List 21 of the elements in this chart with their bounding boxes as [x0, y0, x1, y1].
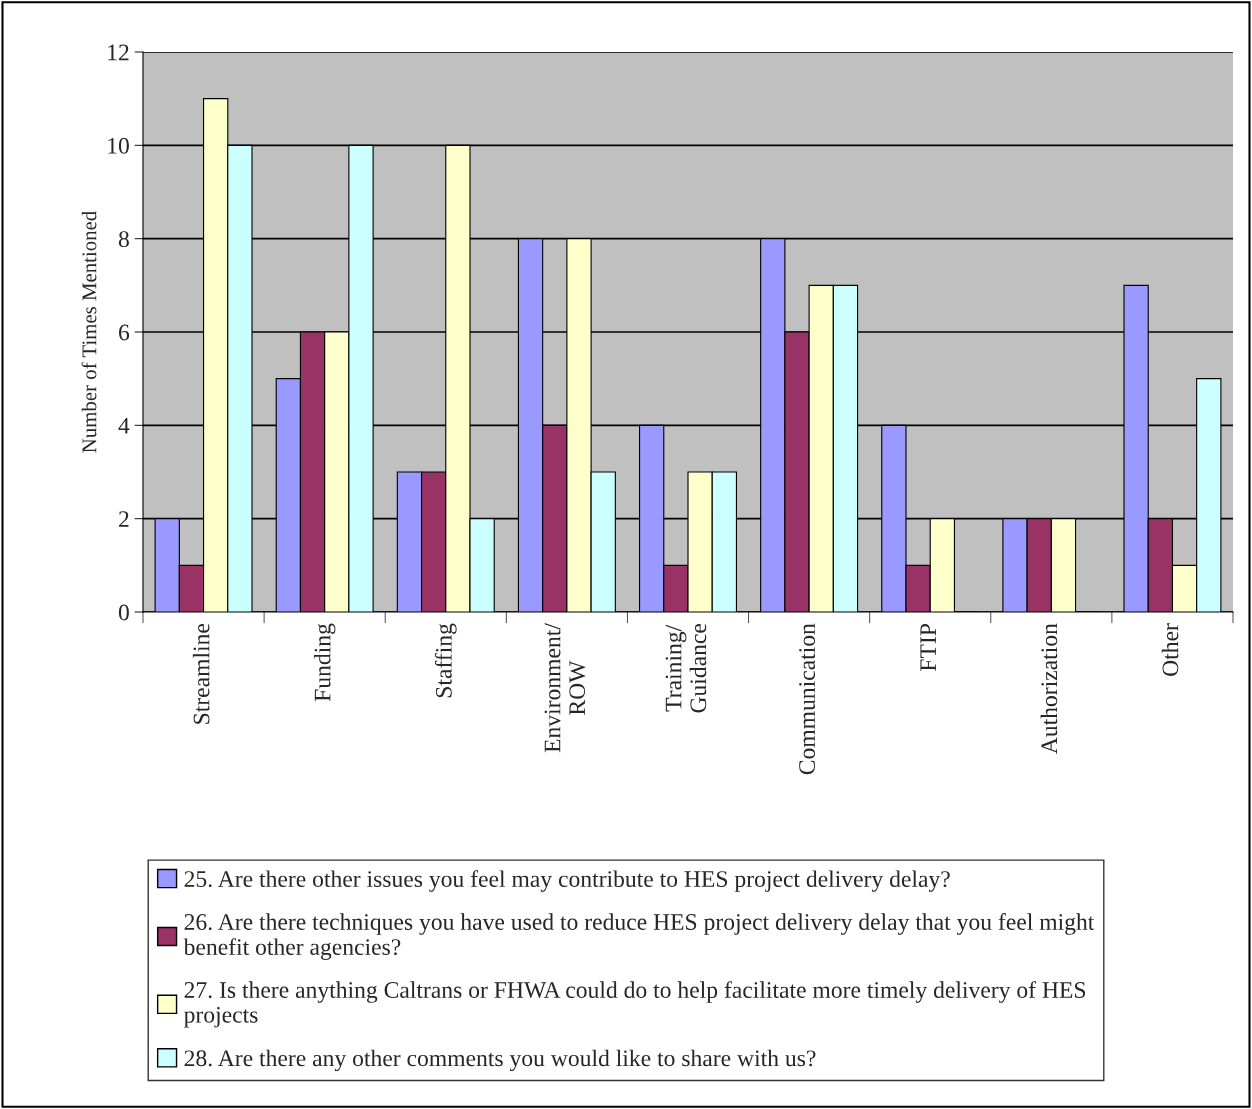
y-tick-label: 4: [118, 417, 130, 434]
x-tick-label: Environment/ ROW: [544, 623, 586, 753]
x-tick-label: Funding: [313, 623, 336, 702]
legend-label: 27. Is there anything Caltrans or FHWA could do to help facilitate more timely delivery of HES projects: [184, 981, 1086, 1028]
legend-label: 25. Are there other issues you feel may contribute to HES project delivery delay?: [184, 870, 950, 892]
legend-label: 26. Are there techniques you have used to reduce HES project delivery delay that you feel might benefit other agencies?: [183, 913, 1095, 960]
y-tick-label: 2: [119, 511, 129, 527]
x-tick-label: Staffing: [434, 623, 457, 698]
x-tick-label: Other: [1161, 623, 1179, 676]
y-tick-label: 0: [118, 604, 129, 621]
y-tick-label: 12: [108, 44, 129, 61]
x-tick-label: Communication: [799, 623, 816, 775]
y-tick-label: 8: [118, 231, 129, 248]
x-tick-label: FTIP: [920, 624, 936, 671]
legend-label: 28. Are there any other comments you would like to share with us?: [184, 1049, 816, 1072]
y-axis-title: Number of Times Mentioned: [81, 211, 97, 453]
x-tick-label: Streamline: [192, 623, 210, 724]
y-tick-label: 6: [119, 324, 130, 341]
x-tick-label: Authorization: [1040, 623, 1058, 755]
x-tick-label: Training/ Guidance: [665, 623, 707, 713]
y-tick-label: 10: [108, 137, 129, 154]
